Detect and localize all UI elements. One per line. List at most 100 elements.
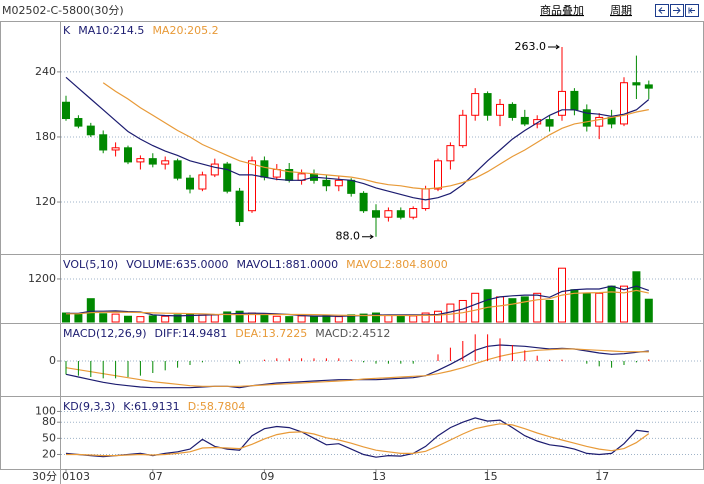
volume-bar: [173, 314, 182, 323]
volume-bar: [124, 315, 132, 323]
candle-body: [322, 179, 331, 187]
nav-right[interactable]: [670, 4, 684, 17]
panel-title: K: [63, 24, 71, 37]
series-line: [66, 423, 650, 457]
candle-body: [496, 103, 504, 116]
volume-bar: [620, 285, 628, 323]
legend-entry: VOLUME:635.0000: [126, 258, 228, 271]
volume-bar: [545, 299, 554, 323]
nav-left-icon: [658, 7, 665, 14]
x-tick-label: 15: [484, 470, 498, 483]
volume-bar: [409, 315, 418, 323]
legend-entry: DIFF:14.9481: [155, 327, 228, 340]
candle-body: [533, 119, 542, 125]
x-tick-label: 0103: [62, 470, 90, 483]
period-button[interactable]: 周期: [610, 4, 632, 17]
nav-home[interactable]: [685, 4, 699, 17]
overlay-button[interactable]: 商品叠加: [540, 3, 584, 17]
legend-entry: MAVOL2:804.8000: [346, 258, 448, 271]
candle-body: [434, 160, 442, 190]
candle-body: [520, 116, 529, 125]
candle-body: [409, 208, 418, 218]
volume-bar: [235, 310, 244, 323]
candle-body: [334, 179, 343, 187]
candle-body: [62, 101, 70, 120]
x-axis-label: 30分: [32, 470, 57, 483]
y-tick-label: 20: [42, 447, 56, 460]
volume-bar: [644, 298, 653, 323]
candle-body: [421, 188, 430, 210]
series-line: [66, 289, 649, 317]
volume-bar: [471, 292, 480, 323]
candle-body: [235, 190, 244, 223]
candle-body: [136, 158, 145, 163]
legend-entry: K:61.9131: [123, 400, 179, 413]
candle-body: [148, 158, 157, 165]
candle-body: [86, 125, 95, 136]
y-tick-label: 50: [42, 431, 56, 444]
volume-bar: [272, 315, 281, 323]
candle-body: [545, 119, 554, 127]
nav-right-icon: [673, 7, 681, 14]
x-tick-label: 07: [149, 470, 163, 483]
y-tick-label: 0: [49, 354, 56, 367]
candle-body: [161, 160, 170, 165]
volume-bar: [260, 315, 269, 323]
annotation-arrow: [362, 234, 374, 240]
series-line: [102, 82, 649, 190]
candle-body: [446, 145, 455, 162]
candle-body: [260, 160, 269, 178]
legend-entry: MA10:214.5: [78, 24, 144, 37]
volume-bar: [310, 315, 318, 323]
volume-bar: [74, 313, 83, 323]
candle-body: [223, 163, 232, 192]
y-tick-label: 80: [42, 415, 56, 428]
volume-bar: [434, 310, 442, 323]
series-line: [65, 348, 649, 387]
annotation-label: 263.0: [515, 40, 547, 53]
volume-bar: [86, 298, 95, 323]
legend-entry: DEA:13.7225: [235, 327, 307, 340]
annotation-label: 88.0: [336, 230, 361, 243]
candle-body: [272, 168, 281, 178]
volume-bar: [508, 298, 517, 323]
annotation-arrow: [548, 44, 560, 50]
volume-bar: [111, 313, 120, 323]
legend-entry: MACD:2.4512: [315, 327, 390, 340]
y-tick-label: 100: [35, 404, 56, 417]
y-tick-label: 240: [35, 65, 56, 78]
volume-bar: [148, 315, 157, 323]
x-tick-label: 17: [595, 470, 609, 483]
panel-title: MACD(12,26,9): [63, 327, 147, 340]
nav-home-icon: [688, 7, 695, 14]
volume-bar: [161, 315, 170, 323]
legend-entry: MAVOL1:881.0000: [236, 258, 338, 271]
volume-bar: [297, 315, 306, 323]
volume-bar: [458, 299, 467, 323]
legend-entry: D:58.7804: [188, 400, 246, 413]
volume-bar: [533, 292, 542, 323]
candle-body: [483, 93, 492, 116]
candle-body: [644, 84, 653, 89]
candle-body: [372, 210, 380, 218]
candle-body: [173, 160, 182, 179]
volume-bar: [384, 315, 393, 323]
candle-body: [632, 82, 641, 86]
volume-bar: [359, 313, 368, 323]
x-tick-label: 13: [372, 470, 386, 483]
candle-body: [186, 177, 194, 190]
candle-body: [248, 160, 256, 212]
volume-bar: [210, 314, 219, 323]
nav-left[interactable]: [655, 4, 669, 17]
x-tick-label: 09: [260, 470, 274, 483]
y-tick-label: 1200: [28, 272, 56, 285]
candle-body: [124, 147, 132, 163]
candle-body: [111, 147, 120, 151]
panel-title: KD(9,3,3): [63, 400, 115, 413]
panel-title: VOL(5,10): [63, 258, 118, 271]
chart-title: M02502-C-5800(30分): [2, 4, 124, 17]
volume-bar: [483, 289, 492, 323]
volume-bar: [632, 271, 641, 323]
